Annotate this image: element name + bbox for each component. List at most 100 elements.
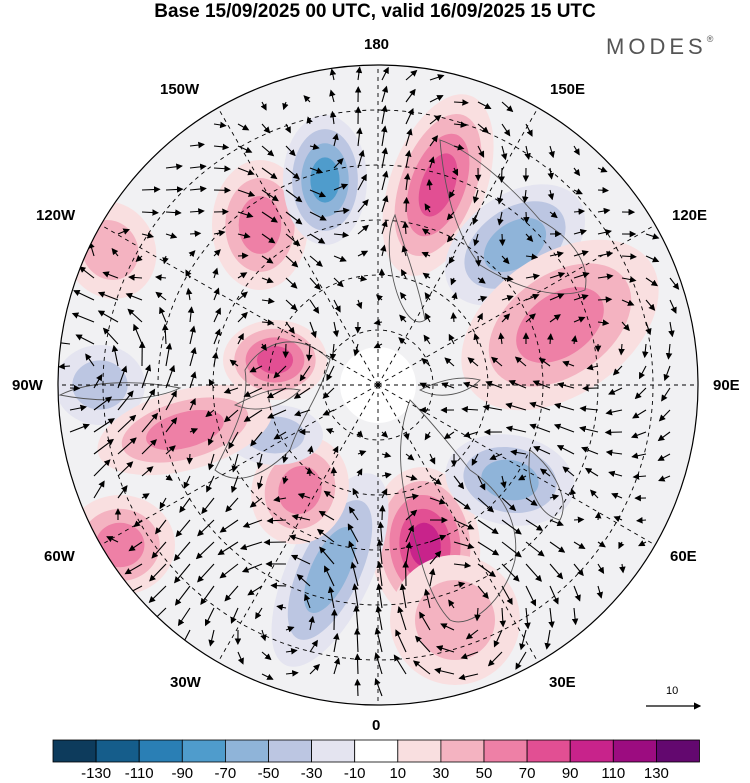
wind-arrow bbox=[69, 423, 90, 433]
wind-arrow bbox=[473, 233, 480, 247]
wind-arrow bbox=[256, 453, 264, 470]
wind-arrow bbox=[208, 629, 215, 647]
wind-arrow bbox=[573, 167, 581, 177]
colorbar-swatch bbox=[311, 739, 356, 763]
wind-arrow bbox=[501, 123, 511, 137]
wind-arrow bbox=[357, 450, 367, 457]
wind-arrow bbox=[453, 581, 466, 588]
wind-arrow bbox=[618, 541, 625, 550]
wind-arrow bbox=[237, 211, 254, 219]
lon-label-120w: 120W bbox=[36, 207, 76, 224]
wind-arrow bbox=[322, 409, 335, 416]
wind-arrow bbox=[452, 167, 459, 176]
colorbar-swatch bbox=[52, 739, 97, 763]
wind-arrow bbox=[401, 245, 408, 257]
wind-arrow bbox=[353, 604, 360, 631]
wind-arrow bbox=[477, 123, 489, 134]
wind-arrow bbox=[525, 313, 536, 323]
colorbar-swatch bbox=[354, 739, 399, 763]
lon-label-90w: 90W bbox=[12, 377, 43, 394]
wind-arrow bbox=[524, 145, 531, 160]
wind-arrow bbox=[189, 325, 196, 345]
wind-arrow bbox=[161, 323, 169, 345]
wind-arrow bbox=[596, 585, 603, 599]
wind-arrow bbox=[333, 231, 350, 239]
wind-arrow bbox=[261, 319, 275, 326]
wind-arrow bbox=[296, 574, 311, 587]
wind-arrow bbox=[189, 346, 197, 367]
wind-arrow bbox=[111, 344, 119, 367]
wind-arrow bbox=[213, 165, 231, 172]
wind-arrow bbox=[419, 382, 431, 389]
wind-arrow bbox=[155, 519, 167, 535]
wind-arrow bbox=[261, 297, 275, 305]
wind-arrow bbox=[497, 189, 504, 205]
wind-arrow bbox=[333, 157, 344, 169]
wind-arrow bbox=[213, 121, 227, 129]
wind-arrow bbox=[472, 189, 480, 204]
positive-anomaly-contour bbox=[409, 522, 441, 568]
wind-arrow bbox=[380, 125, 388, 147]
wind-arrow bbox=[453, 143, 465, 151]
wind-arrow bbox=[357, 149, 365, 169]
negative-anomaly-contour bbox=[483, 218, 547, 272]
positive-anomaly-contour bbox=[238, 196, 282, 254]
wind-arrow bbox=[267, 409, 287, 419]
wind-arrow bbox=[597, 186, 610, 194]
wind-arrow bbox=[573, 585, 581, 602]
wind-arrow bbox=[151, 541, 167, 559]
wind-arrow bbox=[477, 277, 486, 284]
wind-arrow bbox=[501, 585, 513, 606]
wind-arrow bbox=[323, 490, 335, 499]
wind-arrow bbox=[282, 453, 289, 464]
wind-arrow bbox=[350, 561, 359, 587]
wind-arrow bbox=[237, 189, 256, 197]
wind-arrow bbox=[573, 271, 590, 279]
wind-arrow bbox=[501, 497, 517, 511]
wind-arrow bbox=[249, 365, 263, 373]
wind-arrow bbox=[183, 475, 191, 489]
wind-arrow bbox=[553, 423, 575, 433]
wind-arrow bbox=[332, 321, 340, 338]
wind-arrow bbox=[333, 632, 340, 653]
wind-arrow bbox=[562, 360, 575, 367]
wind-arrow bbox=[309, 167, 324, 174]
wind-arrow bbox=[356, 299, 363, 310]
wind-arrow bbox=[525, 273, 540, 280]
wind-arrow bbox=[111, 247, 119, 257]
wind-arrow bbox=[605, 449, 623, 456]
wind-arrow bbox=[243, 409, 263, 422]
wind-arrow bbox=[133, 323, 143, 345]
wind-arrow bbox=[165, 445, 176, 455]
wind-arrow bbox=[261, 277, 274, 284]
wind-arrow bbox=[448, 189, 456, 199]
wind-arrow bbox=[525, 253, 539, 260]
wind-arrow bbox=[219, 563, 239, 579]
colorbar-tick-label: 130 bbox=[643, 765, 669, 782]
wind-arrow bbox=[501, 295, 514, 302]
wind-arrow bbox=[421, 251, 431, 258]
wind-arrow bbox=[414, 635, 431, 653]
wind-arrow bbox=[189, 163, 207, 171]
wind-arrow bbox=[165, 163, 183, 171]
wind-arrow bbox=[200, 585, 215, 606]
wind-arrow bbox=[403, 196, 410, 213]
wind-arrow bbox=[357, 173, 367, 191]
wind-arrow bbox=[373, 319, 383, 326]
wind-arrow bbox=[309, 321, 317, 339]
wind-arrow bbox=[573, 294, 589, 301]
wind-arrow bbox=[325, 428, 335, 435]
wind-arrow bbox=[381, 147, 388, 169]
wind-arrow bbox=[573, 516, 585, 524]
negative-anomaly-contour bbox=[304, 526, 356, 614]
wind-arrow bbox=[324, 565, 335, 587]
wind-arrow bbox=[381, 105, 388, 125]
colorbar-tick-label: 110 bbox=[601, 765, 626, 782]
wind-arrow bbox=[319, 546, 335, 565]
wind-arrow bbox=[514, 356, 527, 367]
wind-arrow bbox=[597, 319, 610, 326]
wind-arrow bbox=[398, 337, 407, 345]
wind-arrow bbox=[141, 466, 154, 477]
wind-arrow bbox=[309, 233, 326, 244]
wind-arrow bbox=[204, 607, 215, 627]
